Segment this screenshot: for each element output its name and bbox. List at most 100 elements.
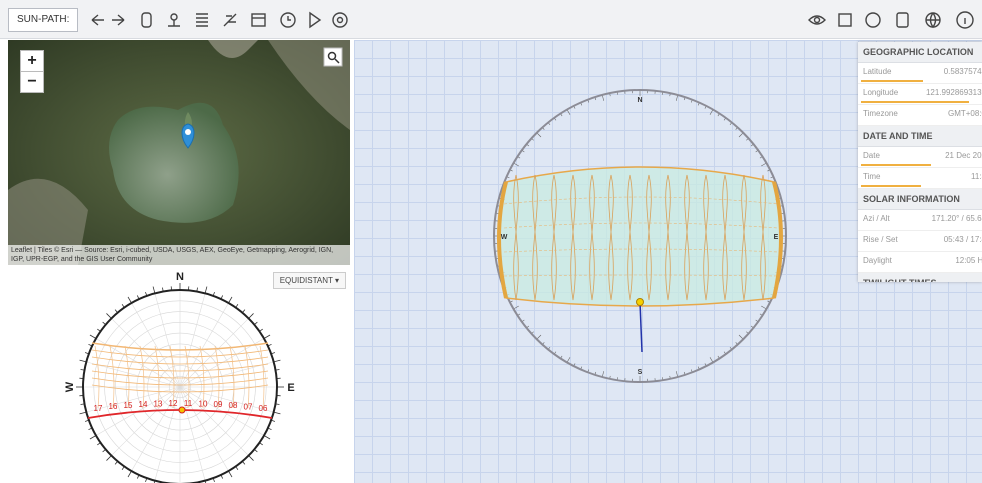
row-label: Rise / Set: [863, 235, 898, 244]
direction-label: W: [64, 381, 76, 392]
outer-tick: [248, 455, 254, 461]
info-icon[interactable]: [956, 11, 974, 29]
edit-icon[interactable]: [223, 13, 237, 27]
compass-tick: [566, 109, 571, 115]
undo-icon[interactable]: [91, 14, 104, 26]
row-label: Daylight: [863, 256, 892, 265]
compass-tick: [675, 94, 679, 101]
outer-tick: [89, 435, 97, 440]
slider-bar: [861, 164, 931, 166]
compass-tick: [709, 109, 714, 115]
info-row: Latitude 0.58375745: [858, 63, 982, 84]
row-value: GMT+08:0: [947, 109, 982, 118]
clock-icon[interactable]: [280, 12, 296, 28]
horizon-circle: [493, 89, 787, 383]
day-path: [91, 377, 269, 386]
shape-icon[interactable]: [141, 12, 152, 28]
outer-tick: [152, 286, 156, 294]
info-row: Azi / Alt 171.20° / 65.68: [858, 210, 982, 231]
sun-path-diagram: N E S W: [493, 89, 787, 383]
projection-diagram: 17 16 15 14 13 12 11 10 09 08 07 06 N E W: [64, 271, 295, 483]
compass-tick: [566, 357, 571, 363]
hour-label: 13: [154, 399, 163, 408]
doc-icon[interactable]: [896, 12, 909, 28]
outer-tick: [228, 470, 233, 478]
outer-tick: [248, 313, 254, 319]
azimuth-line: [111, 386, 181, 456]
outer-tick: [79, 359, 87, 363]
hour-label: 16: [109, 402, 118, 411]
day-path: [91, 370, 269, 379]
section-header[interactable]: SOLAR INFORMATION: [858, 189, 982, 210]
map-attribution: Leaflet | Tiles © Esri — Source: Esri, i…: [8, 245, 350, 265]
hour-label: 10: [199, 399, 208, 408]
hour-line: [109, 345, 115, 409]
hour-label: 17: [94, 404, 103, 413]
compass-tick: [738, 132, 744, 138]
info-row: Timezone GMT+08:0: [858, 105, 982, 126]
azimuth-line: [179, 293, 206, 388]
hour-label: 15: [124, 401, 133, 410]
location-marker[interactable]: [181, 123, 195, 149]
row-value: 0.58375745: [943, 67, 982, 76]
azimuth-line: [131, 386, 181, 472]
section-header[interactable]: GEOGRAPHIC LOCATION: [858, 42, 982, 63]
compass-tick: [675, 371, 679, 378]
toolbar-icons-right: [808, 11, 974, 29]
direction-label: E: [287, 382, 294, 394]
section-header[interactable]: TWILIGHT TIMES: [858, 273, 982, 282]
sun-icon[interactable]: [170, 13, 178, 21]
hour-label: 14: [139, 400, 148, 409]
hour-label: 12: [169, 399, 178, 408]
outer-tick: [204, 286, 208, 294]
outer-tick: [273, 411, 281, 415]
analemma: [608, 174, 614, 301]
outer-tick: [89, 334, 97, 339]
sun-ray: [639, 301, 643, 353]
hour-line: [199, 345, 205, 409]
row-label: Timezone: [863, 109, 898, 118]
section-header[interactable]: DATE AND TIME: [858, 126, 982, 147]
outer-tick: [127, 296, 132, 304]
redo-icon[interactable]: [112, 14, 125, 26]
row-label: Latitude: [863, 67, 892, 76]
azimuth-line: [179, 302, 229, 388]
sunpath-button[interactable]: SUN-PATH:: [8, 8, 79, 32]
sun-position: [178, 406, 186, 414]
calendar-icon[interactable]: [251, 13, 266, 27]
hour-line: [139, 345, 145, 409]
info-row: Longitude 121.9928693139: [858, 84, 982, 105]
day-path: [91, 384, 269, 393]
zoom-out-button[interactable]: −: [20, 71, 44, 93]
row-value: 21 Dec 202: [945, 151, 982, 160]
azimuth-line: [179, 386, 206, 481]
direction-label: W: [501, 234, 508, 241]
direction-label: N: [637, 97, 642, 104]
analemma: [532, 174, 538, 301]
azimuth-line: [179, 386, 249, 456]
analemma: [570, 174, 576, 301]
compass-tick: [761, 162, 767, 167]
slider-bar: [861, 80, 923, 82]
band-edge: [772, 181, 783, 299]
row-label: Azi / Alt: [863, 214, 890, 223]
row-value: 05:43 / 17:4: [943, 235, 982, 244]
list-icon[interactable]: [196, 13, 208, 27]
dome-icon[interactable]: [865, 12, 881, 28]
hour-line: [244, 345, 250, 409]
outer-tick: [127, 470, 132, 478]
search-button[interactable]: [323, 47, 343, 67]
outer-tick: [263, 435, 271, 440]
projection-dropdown[interactable]: EQUIDISTANT ▾: [272, 272, 346, 289]
zoom-in-button[interactable]: +: [20, 50, 44, 72]
view-icon[interactable]: [808, 15, 826, 25]
settings-icon[interactable]: [332, 12, 348, 28]
panel-icon[interactable]: [838, 13, 852, 27]
analemma: [513, 174, 519, 301]
play-icon[interactable]: [309, 11, 322, 29]
analemma: [665, 174, 671, 301]
hour-label: 08: [229, 401, 238, 410]
outer-tick: [273, 359, 281, 363]
day-path: [91, 349, 269, 358]
row-label: Date: [863, 151, 880, 160]
